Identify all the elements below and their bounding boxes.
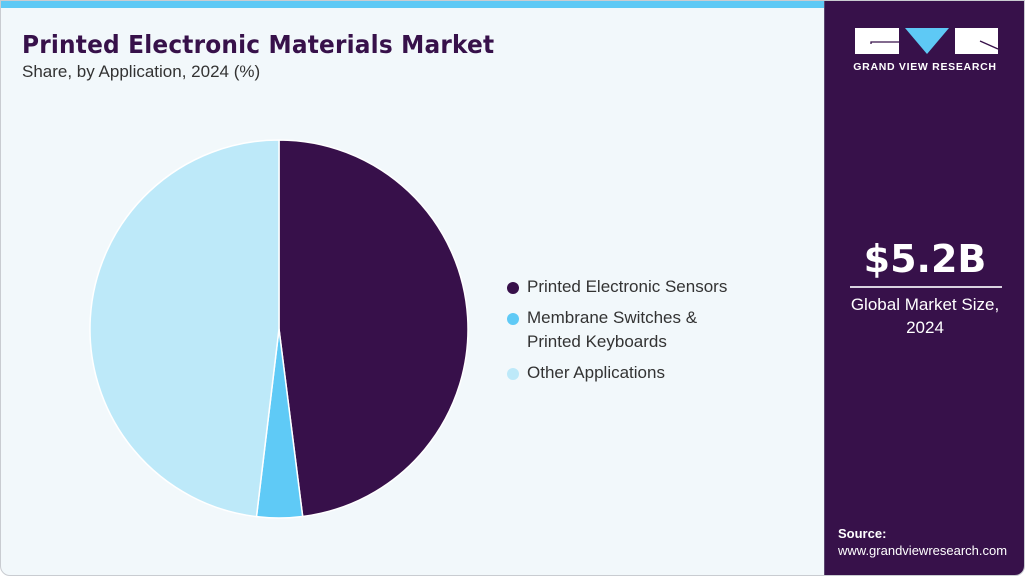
legend-item-membrane: Membrane Switches & Printed Keyboards xyxy=(507,306,767,354)
pie-svg xyxy=(89,139,469,519)
divider xyxy=(850,286,1002,288)
source-link[interactable]: www.grandviewresearch.com xyxy=(838,543,1008,558)
legend-label-line1: Membrane Switches & xyxy=(527,308,698,327)
market-size-label-line1: Global Market Size, xyxy=(850,295,1000,314)
chart-subtitle: Share, by Application, 2024 (%) xyxy=(22,62,261,81)
legend-item-sensors: Printed Electronic Sensors xyxy=(507,275,767,299)
legend-dot-icon xyxy=(507,368,519,380)
legend: Printed Electronic Sensors Membrane Swit… xyxy=(507,275,767,392)
market-size-value: $5.2B xyxy=(863,237,987,281)
legend-label: Membrane Switches & Printed Keyboards xyxy=(527,306,697,354)
legend-item-other: Other Applications xyxy=(507,361,767,385)
pie-slice-sensors xyxy=(278,139,469,518)
grand-view-research-logo-icon xyxy=(855,28,998,54)
legend-label: Other Applications xyxy=(527,363,665,382)
legend-dot-icon xyxy=(507,282,519,294)
pie-slice-other xyxy=(89,139,280,518)
pie-chart xyxy=(89,139,469,519)
market-size-label-line2: 2024 xyxy=(906,318,944,337)
source-label: Source: xyxy=(838,526,887,541)
legend-label: Printed Electronic Sensors xyxy=(527,277,728,296)
side-panel: GRAND VIEW RESEARCH $5.2B Global Market … xyxy=(824,1,1024,575)
brand-name: GRAND VIEW RESEARCH xyxy=(853,61,997,73)
accent-bar xyxy=(1,1,824,8)
chart-title: Printed Electronic Materials Market xyxy=(22,30,495,59)
legend-label-line2: Printed Keyboards xyxy=(527,332,667,351)
market-size-label: Global Market Size, 2024 xyxy=(825,293,1024,339)
legend-dot-icon xyxy=(507,313,519,325)
